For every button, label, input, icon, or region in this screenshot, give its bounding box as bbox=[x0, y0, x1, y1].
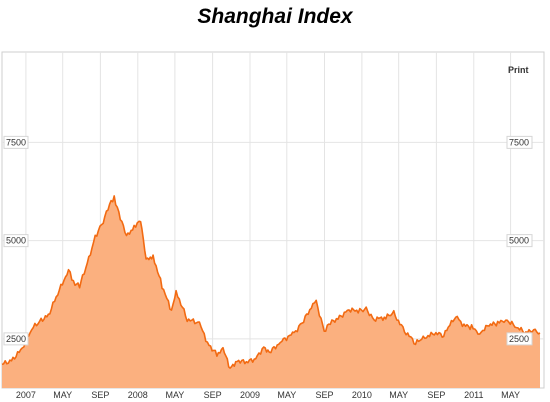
x-tick-label: MAY bbox=[501, 390, 520, 400]
y-tick-label-left: 5000 bbox=[6, 236, 26, 246]
y-tick-label-left: 2500 bbox=[6, 334, 26, 344]
y-tick-label-left: 7500 bbox=[6, 137, 26, 147]
x-tick-label: SEP bbox=[427, 390, 445, 400]
vertical-gridlines bbox=[25, 52, 512, 388]
y-tick-label-right: 2500 bbox=[509, 334, 529, 344]
x-tick-label: 2010 bbox=[352, 390, 372, 400]
y-tick-label-right: 5000 bbox=[509, 236, 529, 246]
x-axis-labels: 2007 MAY SEP 2008 MAY SEP 2009 MAY SEP 2010 MAY SEP… bbox=[16, 390, 520, 400]
y-tick-box-left bbox=[3, 234, 29, 248]
x-tick-label: 2008 bbox=[128, 390, 148, 400]
y-tick-box-left bbox=[3, 135, 29, 149]
x-tick-label: SEP bbox=[315, 390, 333, 400]
y-tick-box-right bbox=[506, 234, 533, 248]
x-tick-label: 2009 bbox=[240, 390, 260, 400]
y-tick-box-right bbox=[506, 332, 533, 346]
x-tick-label: SEP bbox=[204, 390, 222, 400]
x-tick-label: MAY bbox=[53, 390, 72, 400]
y-tick-label-right: 7500 bbox=[509, 137, 529, 147]
y-axis-right-labels: 2500 5000 7500 bbox=[506, 135, 533, 346]
x-tick-label: MAY bbox=[389, 390, 408, 400]
x-tick-label: 2007 bbox=[16, 390, 36, 400]
index-area-fill bbox=[2, 195, 540, 388]
x-tick-label: 2011 bbox=[464, 390, 483, 400]
chart-title: Shanghai Index bbox=[197, 5, 353, 28]
x-tick-label: MAY bbox=[165, 390, 184, 400]
y-tick-box-right bbox=[506, 135, 533, 149]
x-tick-label: MAY bbox=[277, 390, 296, 400]
index-line bbox=[1, 195, 541, 369]
x-tick-label: SEP bbox=[91, 390, 109, 400]
print-button[interactable]: Print bbox=[508, 65, 529, 75]
y-axis-left-labels: 2500 5000 7500 bbox=[3, 135, 29, 346]
y-tick-box-left bbox=[3, 332, 29, 346]
